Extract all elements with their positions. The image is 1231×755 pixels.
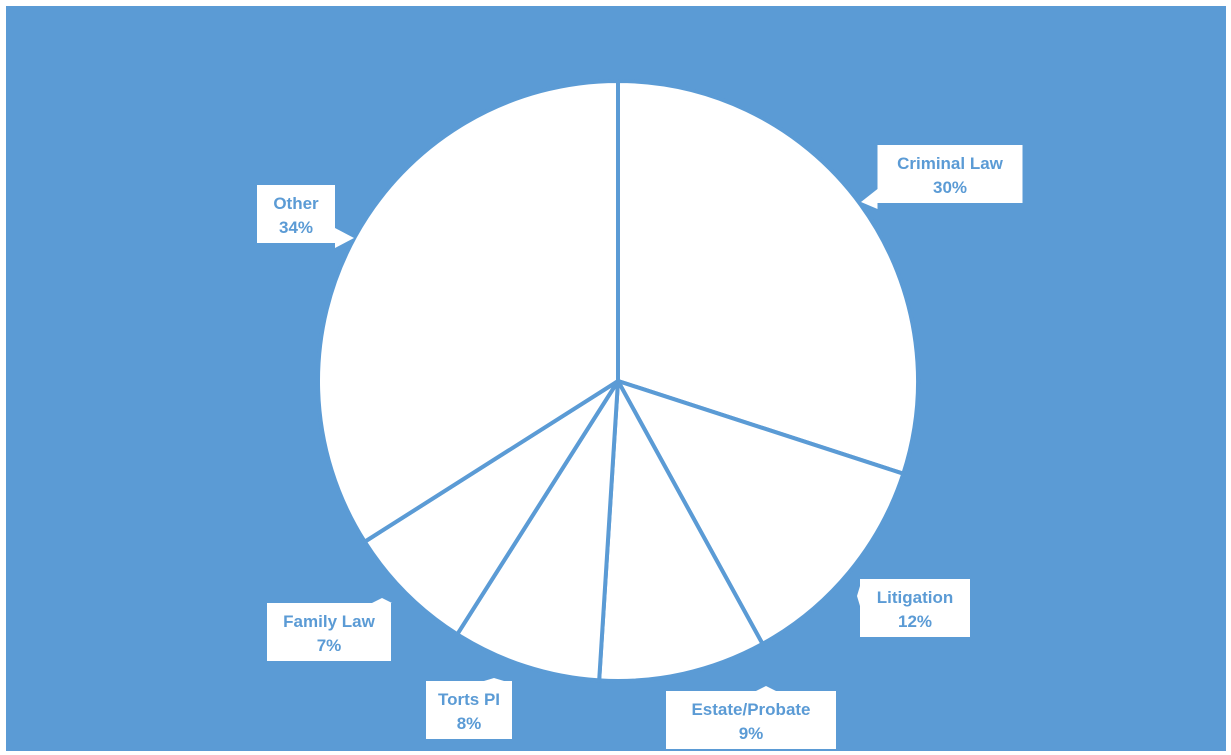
pie-slice-torts-pi bbox=[455, 379, 620, 683]
data-label-percent: 7% bbox=[317, 636, 342, 655]
data-label-percent: 34% bbox=[279, 218, 313, 237]
callout-pointer bbox=[861, 189, 878, 209]
pie-chart-svg: Criminal Law 30% Litigation 12% Estate/Proba… bbox=[6, 6, 1226, 751]
pie-slice-criminal-law bbox=[616, 79, 920, 476]
callout-pointer bbox=[484, 678, 504, 681]
callout-pointer bbox=[857, 586, 860, 606]
pie-slices bbox=[316, 79, 920, 683]
callout-box bbox=[257, 185, 335, 243]
data-label-torts-pi: Torts PI 8% bbox=[426, 678, 512, 739]
pie-slice-litigation bbox=[616, 379, 906, 646]
callout-pointer bbox=[372, 598, 392, 603]
data-label-category: Family Law bbox=[283, 612, 375, 631]
data-label-percent: 8% bbox=[457, 714, 482, 733]
data-label-litigation: Litigation 12% bbox=[857, 579, 970, 637]
pie-slice-family-law bbox=[362, 379, 620, 637]
callout-box bbox=[267, 603, 391, 661]
pie-chart: Criminal Law 30% Litigation 12% Estate/Proba… bbox=[6, 6, 1226, 751]
callout-box bbox=[860, 579, 970, 637]
data-label-percent: 9% bbox=[739, 724, 764, 743]
data-label-category: Criminal Law bbox=[897, 154, 1004, 173]
data-label-criminal-law: Criminal Law 30% bbox=[861, 145, 1023, 209]
data-label-percent: 12% bbox=[898, 612, 932, 631]
data-label-category: Torts PI bbox=[438, 690, 500, 709]
callout-box bbox=[666, 691, 836, 749]
pie-slice-estate-probate bbox=[597, 379, 765, 683]
data-label-family-law: Family Law 7% bbox=[267, 598, 392, 661]
pie-slice-other bbox=[316, 79, 620, 544]
callout-box bbox=[426, 681, 512, 739]
data-label-other: Other 34% bbox=[257, 185, 354, 248]
data-label-category: Other bbox=[273, 194, 319, 213]
callout-pointer bbox=[335, 228, 354, 248]
data-label-estate-probate: Estate/Probate 9% bbox=[666, 686, 836, 749]
data-label-callouts: Criminal Law 30% Litigation 12% Estate/Proba… bbox=[257, 145, 1023, 749]
data-label-category: Estate/Probate bbox=[691, 700, 810, 719]
callout-box bbox=[877, 145, 1023, 203]
callout-pointer bbox=[756, 686, 776, 691]
data-label-category: Litigation bbox=[877, 588, 953, 607]
data-label-percent: 30% bbox=[933, 178, 967, 197]
